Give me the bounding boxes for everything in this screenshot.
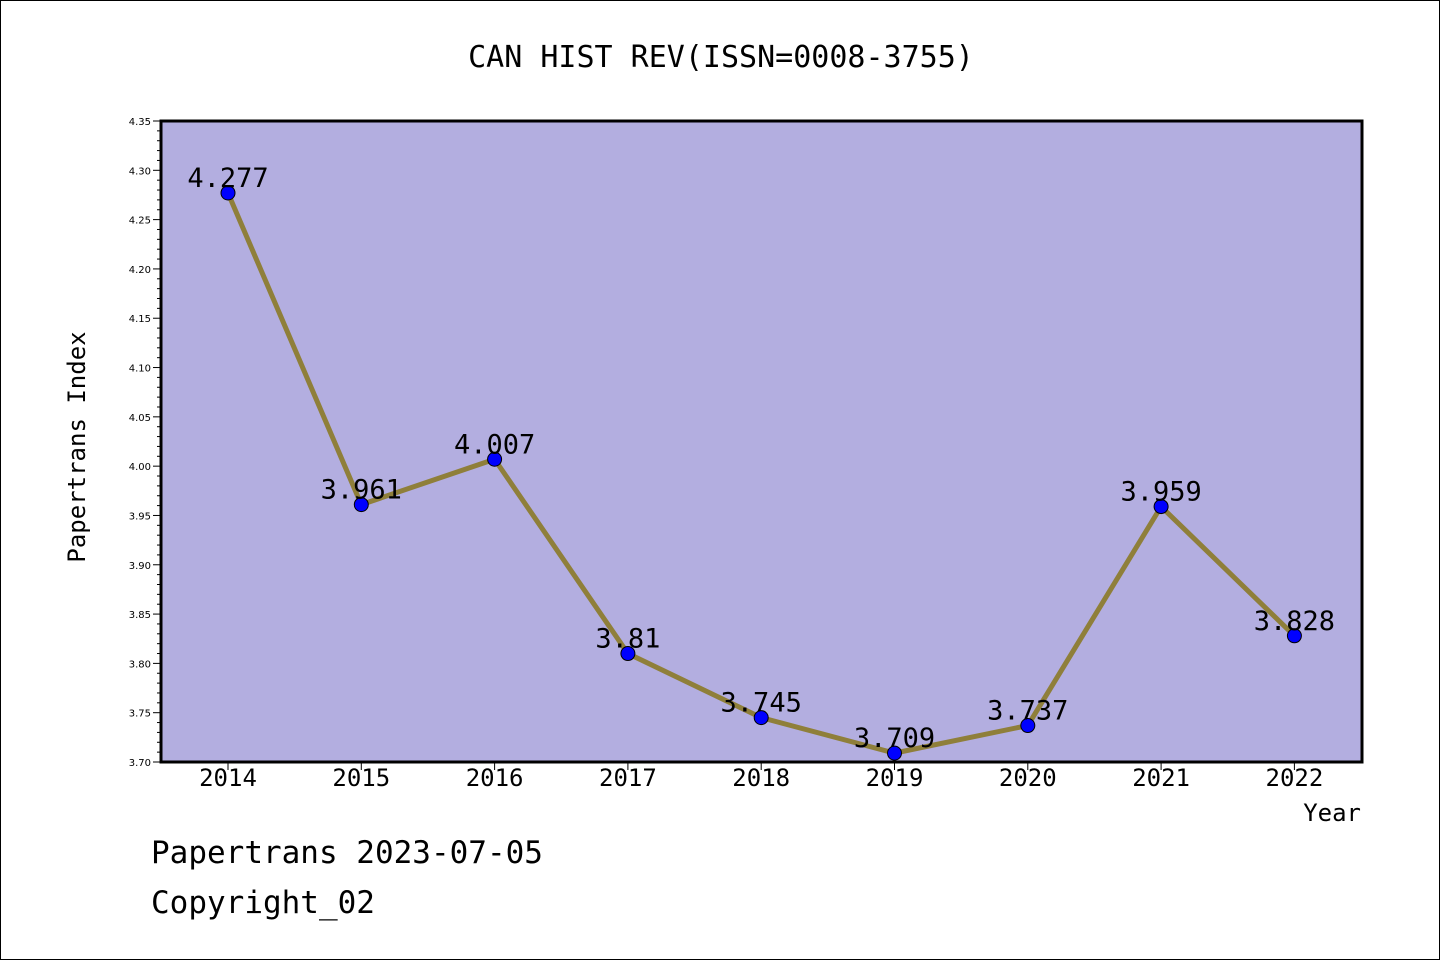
- y-tick-label: 4.10: [129, 364, 151, 375]
- data-point: [620, 646, 636, 662]
- x-tick-label: 2018: [732, 764, 790, 792]
- y-tick-label: 3.80: [129, 659, 151, 670]
- y-tick-label: 4.15: [129, 314, 151, 325]
- data-point: [753, 710, 769, 726]
- x-tick-label: 2019: [866, 764, 924, 792]
- x-tick-label: 2015: [332, 764, 390, 792]
- data-label: 3.828: [1254, 606, 1335, 637]
- y-tick-label: 4.00: [129, 462, 151, 473]
- y-tick-label: 3.95: [129, 511, 151, 522]
- y-tick-label: 4.05: [129, 413, 151, 424]
- y-tick-label: 4.30: [129, 166, 151, 177]
- y-tick-label: 3.90: [129, 561, 151, 572]
- chart-title: CAN HIST REV(ISSN=0008-3755): [468, 40, 974, 75]
- x-tick-label: 2017: [599, 764, 657, 792]
- y-tick-label: 4.20: [129, 265, 151, 276]
- data-label: 4.007: [454, 429, 535, 460]
- data-label: 3.737: [987, 696, 1068, 727]
- data-point: [487, 451, 503, 467]
- y-axis: 3.70 3.75 3.80 3.85 3.90 3.95 4.00 4.05 4.10 4.15…: [129, 117, 161, 769]
- y-tick-label: 3.75: [129, 709, 151, 720]
- x-axis-label: Year: [1303, 799, 1361, 827]
- data-point: [353, 497, 369, 513]
- plot-area: [161, 121, 1362, 762]
- data-point: [887, 745, 902, 761]
- data-point: [1020, 718, 1036, 734]
- y-tick-label: 3.85: [129, 610, 151, 621]
- y-axis-label: Papertrans Index: [63, 331, 91, 562]
- footer-copyright: Copyright_02: [151, 885, 375, 921]
- x-tick-label: 2022: [1266, 764, 1324, 792]
- series-markers: [220, 185, 1302, 761]
- x-tick-label: 2021: [1132, 764, 1190, 792]
- data-point: [1153, 499, 1169, 515]
- data-label: 4.277: [187, 163, 268, 194]
- plot-border: [159, 119, 1364, 764]
- data-label: 3.81: [595, 624, 660, 655]
- footer-date: Papertrans 2023-07-05: [151, 835, 543, 871]
- y-tick-label: 3.70: [129, 758, 151, 769]
- data-point: [1286, 628, 1302, 644]
- x-tick-label: 2016: [466, 764, 524, 792]
- x-tick-label: 2020: [999, 764, 1057, 792]
- data-label: 3.959: [1120, 477, 1201, 508]
- x-tick-label: 2014: [199, 764, 257, 792]
- data-label: 3.961: [321, 475, 402, 506]
- y-tick-label: 4.35: [129, 117, 151, 128]
- data-labels: 4.277 3.961 4.007 3.81 3.745 3.709 3.737 3.959 3…: [187, 163, 1335, 754]
- y-tick-label: 4.25: [129, 216, 151, 227]
- x-axis: 2014 2015 2016 2017 2018 2019 2020 2021 2022: [199, 762, 1323, 792]
- data-label: 3.709: [854, 723, 935, 754]
- data-point: [220, 185, 236, 201]
- data-label: 3.745: [721, 688, 802, 719]
